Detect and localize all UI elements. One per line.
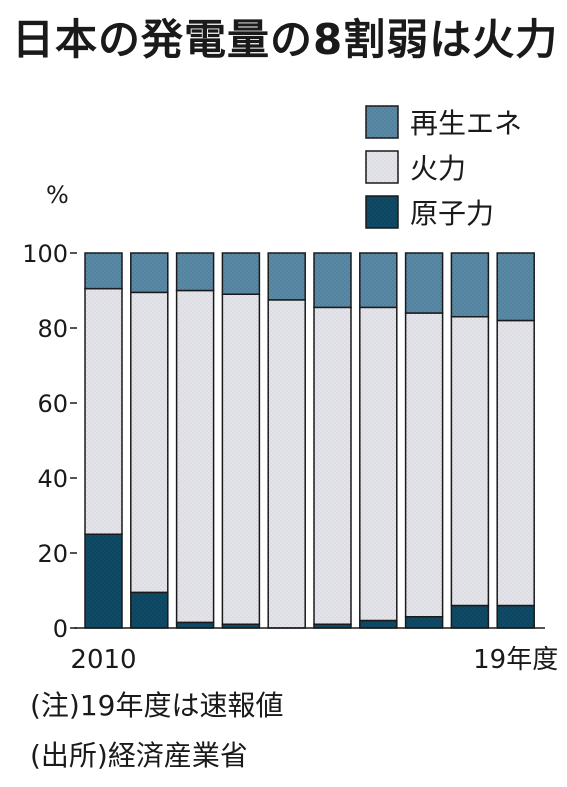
bar-segment-nuclear <box>84 533 123 629</box>
y-tick-label: 0 <box>53 615 68 643</box>
y-tick-label: 80 <box>37 315 68 343</box>
bar-segment-thermal <box>313 306 352 625</box>
bar-segment-nuclear <box>450 604 490 629</box>
bar-segment-thermal <box>359 306 398 622</box>
bar-segment-renewable <box>496 252 535 322</box>
bar-segment-nuclear <box>130 591 169 629</box>
bar-segment-thermal <box>496 319 535 607</box>
legend-swatch-nuclear <box>365 195 399 229</box>
bar-segment-thermal <box>404 312 444 618</box>
bar-segment-renewable <box>267 252 306 301</box>
bar-segment-renewable <box>359 252 398 309</box>
y-axis-ticks: 0 20 40 60 80 100 <box>22 240 77 643</box>
bar-stack <box>175 252 215 629</box>
y-axis-label: % <box>46 181 69 209</box>
bar-stack <box>130 252 169 629</box>
legend-label: 再生エネ <box>410 107 522 140</box>
bar-segment-renewable <box>450 252 490 318</box>
bar-segment-thermal <box>175 289 215 624</box>
chart-title: 日本の発電量の8割弱は火力 <box>12 15 559 64</box>
bar-segment-nuclear <box>175 621 215 629</box>
bars <box>84 252 535 629</box>
bar-segment-thermal <box>84 287 123 535</box>
note-preliminary: (注)19年度は速報値 <box>30 689 284 722</box>
legend-swatch-renewable <box>365 105 399 139</box>
y-tick-label: 60 <box>37 390 68 418</box>
x-tick-label: 2010 <box>70 645 136 675</box>
bar-stack <box>221 252 261 629</box>
legend-label: 原子力 <box>410 197 494 230</box>
bar-segment-renewable <box>313 252 352 309</box>
note-source: (出所)経済産業省 <box>30 739 248 772</box>
bar-stack <box>313 252 352 629</box>
bar-segment-renewable <box>175 252 215 292</box>
bar-segment-thermal <box>221 293 261 625</box>
x-tick-label: 19年度 <box>473 645 558 675</box>
bar-stack <box>450 252 490 629</box>
bar-segment-nuclear <box>359 619 398 629</box>
legend-swatch-thermal <box>365 150 399 184</box>
bar-segment-thermal <box>267 299 306 629</box>
legend-label: 火力 <box>410 152 466 185</box>
bar-segment-renewable <box>84 252 123 290</box>
bar-stack <box>404 252 444 629</box>
bar-segment-nuclear <box>404 616 444 629</box>
bar-segment-renewable <box>404 252 444 314</box>
bar-segment-nuclear <box>496 604 535 629</box>
bar-stack <box>359 252 398 629</box>
bar-segment-thermal <box>130 291 169 594</box>
y-tick-label: 40 <box>37 465 68 493</box>
y-tick-label: 100 <box>22 240 68 268</box>
bar-stack <box>496 252 535 629</box>
bar-segment-renewable <box>221 252 261 295</box>
bar-stack <box>84 252 123 629</box>
x-axis-ticks: 2010 19年度 <box>70 645 558 675</box>
y-tick-label: 20 <box>37 540 68 568</box>
bar-segment-renewable <box>130 252 169 294</box>
bar-stack <box>267 252 306 629</box>
bar-segment-thermal <box>450 316 490 607</box>
